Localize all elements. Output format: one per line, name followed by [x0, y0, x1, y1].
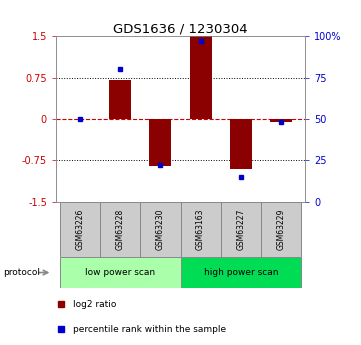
Text: GSM63227: GSM63227	[236, 209, 245, 250]
Bar	[100, 202, 140, 257]
Text: GSM63226: GSM63226	[75, 209, 84, 250]
Bar	[270, 119, 292, 122]
Text: log2 ratio: log2 ratio	[73, 300, 117, 309]
Bar	[221, 202, 261, 257]
Bar	[180, 257, 301, 288]
Bar	[180, 202, 221, 257]
Bar	[60, 202, 100, 257]
Bar	[140, 202, 180, 257]
Text: protocol: protocol	[4, 268, 40, 277]
Title: GDS1636 / 1230304: GDS1636 / 1230304	[113, 22, 248, 35]
Bar	[60, 257, 180, 288]
Bar	[230, 119, 252, 169]
Text: low power scan: low power scan	[85, 268, 155, 277]
Bar	[109, 80, 131, 119]
Bar	[149, 119, 171, 166]
Text: GSM63228: GSM63228	[116, 209, 125, 250]
Text: GSM63230: GSM63230	[156, 209, 165, 250]
Text: high power scan: high power scan	[204, 268, 278, 277]
Text: percentile rank within the sample: percentile rank within the sample	[73, 325, 226, 334]
Text: GSM63229: GSM63229	[277, 209, 286, 250]
Bar	[190, 36, 212, 119]
Bar	[261, 202, 301, 257]
Text: GSM63163: GSM63163	[196, 209, 205, 250]
